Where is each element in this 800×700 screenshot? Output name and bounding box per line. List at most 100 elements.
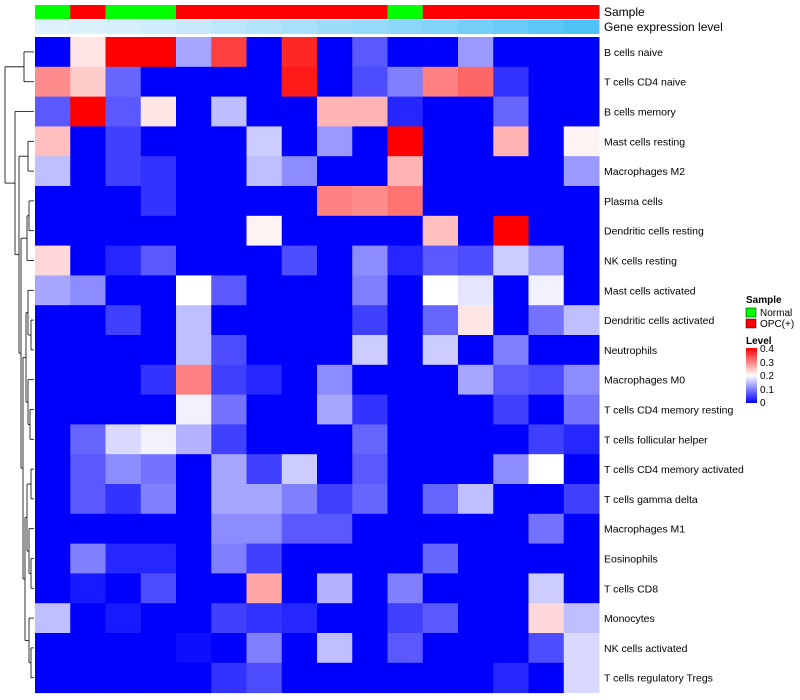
annotation-bars: [35, 5, 600, 34]
heatmap-cell: [70, 633, 106, 664]
heatmap-cell: [105, 662, 142, 694]
heatmap-cell: [422, 662, 459, 694]
heatmap-cell: [211, 186, 247, 217]
heatmap-cell: [528, 186, 565, 217]
heatmap-cell: [352, 394, 388, 425]
heatmap-cell: [493, 662, 529, 694]
heatmap-cell: [211, 305, 247, 336]
heatmap-cell: [317, 305, 353, 336]
heatmap-cell: [176, 454, 212, 485]
heatmap-cell: [176, 543, 212, 574]
heatmap-cell: [528, 454, 565, 485]
heatmap-cell: [140, 215, 177, 247]
heatmap-cell: [352, 96, 388, 127]
heatmap-cell: [70, 513, 106, 545]
heatmap-cell: [493, 37, 529, 68]
annotation-expression-cell: [352, 20, 388, 34]
heatmap-cell: [528, 96, 565, 127]
heatmap-cell: [281, 543, 318, 574]
heatmap-cell: [70, 186, 106, 217]
heatmap-cell: [35, 245, 71, 276]
annotation-sample-cell: [70, 5, 106, 19]
heatmap-cell: [70, 96, 106, 127]
heatmap-cell: [528, 573, 565, 604]
heatmap-cell: [281, 335, 318, 366]
heatmap-cell: [493, 633, 529, 664]
heatmap-cell: [387, 305, 424, 336]
heatmap-cell: [70, 275, 106, 306]
annotation-expression-cell: [105, 20, 142, 34]
heatmap-cell: [70, 364, 106, 396]
heatmap-cell: [493, 573, 529, 604]
heatmap-cell: [140, 603, 177, 634]
heatmap-cell: [563, 394, 600, 425]
heatmap-cell: [35, 603, 71, 634]
heatmap-cell: [246, 633, 283, 664]
heatmap-cell: [105, 364, 142, 396]
heatmap-cell: [281, 156, 318, 187]
heatmap-cell: [563, 275, 600, 306]
heatmap-cell: [458, 215, 494, 247]
heatmap-cell: [70, 662, 106, 694]
heatmap-cell: [317, 37, 353, 68]
row-label: Mast cells activated: [604, 285, 696, 297]
heatmap-cell: [246, 603, 283, 634]
heatmap-cell: [35, 335, 71, 366]
heatmap-cell: [211, 633, 247, 664]
heatmap-cell: [422, 484, 459, 515]
annotation-expression-cell: [493, 20, 529, 34]
heatmap-cell: [281, 424, 318, 455]
heatmap-cell: [317, 484, 353, 515]
heatmap-cell: [211, 603, 247, 634]
heatmap-cell: [458, 305, 494, 336]
heatmap-cell: [422, 364, 459, 396]
heatmap-cell: [140, 96, 177, 127]
heatmap-cell: [563, 215, 600, 247]
heatmap-cell: [493, 186, 529, 217]
heatmap-cell: [281, 633, 318, 664]
heatmap-cell: [281, 66, 318, 98]
heatmap-cell: [422, 454, 459, 485]
heatmap-cell: [352, 633, 388, 664]
heatmap-cell: [493, 66, 529, 98]
heatmap-cell: [563, 513, 600, 545]
heatmap-cell: [493, 275, 529, 306]
heatmap-cell: [458, 37, 494, 68]
heatmap-cell: [528, 156, 565, 187]
annotation-expression-cell: [281, 20, 318, 34]
heatmap-cell: [317, 156, 353, 187]
heatmap-cell: [352, 573, 388, 604]
heatmap-cell: [387, 394, 424, 425]
heatmap-cell: [352, 484, 388, 515]
heatmap-cell: [70, 484, 106, 515]
heatmap-cell: [422, 305, 459, 336]
heatmap-cell: [105, 335, 142, 366]
heatmap-cell: [563, 186, 600, 217]
row-label: NK cells resting: [604, 256, 677, 268]
heatmap-cell: [317, 662, 353, 694]
row-label: T cells CD8: [604, 583, 658, 595]
level-legend-title: Level: [746, 336, 772, 347]
heatmap-cell: [528, 603, 565, 634]
heatmap-cell: [70, 424, 106, 455]
heatmap-cell: [105, 633, 142, 664]
heatmap-cell: [563, 37, 600, 68]
heatmap-cell: [105, 513, 142, 545]
heatmap-cell: [528, 662, 565, 694]
level-colorbar: [746, 348, 757, 403]
heatmap-cell: [211, 37, 247, 68]
heatmap-cell: [105, 394, 142, 425]
heatmap-cell: [317, 66, 353, 98]
heatmap-cell: [493, 305, 529, 336]
heatmap-cell: [422, 603, 459, 634]
heatmap-cell: [246, 305, 283, 336]
heatmap-cell: [563, 603, 600, 634]
heatmap-cell: [387, 126, 424, 157]
heatmap-cell: [387, 335, 424, 366]
heatmap-cell: [317, 573, 353, 604]
heatmap-cell: [211, 662, 247, 694]
heatmap-cell: [140, 66, 177, 98]
heatmap-cell: [493, 364, 529, 396]
heatmap-cell: [176, 513, 212, 545]
heatmap-cell: [246, 186, 283, 217]
